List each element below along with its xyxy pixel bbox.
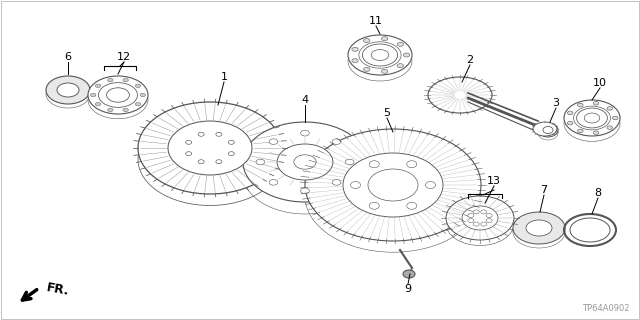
Ellipse shape (269, 180, 278, 185)
Ellipse shape (256, 159, 265, 165)
Text: 5: 5 (383, 108, 390, 118)
Ellipse shape (108, 108, 113, 112)
Ellipse shape (186, 152, 191, 156)
Ellipse shape (593, 131, 599, 134)
Ellipse shape (135, 102, 141, 106)
Ellipse shape (123, 78, 129, 82)
Ellipse shape (533, 122, 557, 136)
Ellipse shape (481, 222, 487, 226)
Ellipse shape (352, 59, 358, 63)
Ellipse shape (228, 152, 234, 156)
Text: 13: 13 (487, 176, 501, 186)
Text: 1: 1 (221, 72, 227, 82)
Ellipse shape (88, 76, 148, 114)
Ellipse shape (543, 126, 553, 133)
Ellipse shape (403, 53, 410, 57)
Ellipse shape (362, 44, 397, 66)
Ellipse shape (305, 129, 481, 241)
Ellipse shape (446, 196, 514, 240)
Ellipse shape (46, 76, 90, 104)
Ellipse shape (57, 83, 79, 97)
Ellipse shape (381, 69, 388, 73)
Ellipse shape (369, 202, 380, 209)
Ellipse shape (577, 103, 583, 107)
Text: FR.: FR. (45, 282, 70, 299)
Ellipse shape (269, 139, 278, 144)
Ellipse shape (198, 132, 204, 136)
Ellipse shape (364, 39, 370, 43)
Ellipse shape (95, 102, 100, 106)
Text: 3: 3 (552, 98, 559, 108)
Ellipse shape (468, 219, 474, 222)
Ellipse shape (564, 100, 620, 136)
Ellipse shape (352, 47, 358, 51)
Ellipse shape (168, 121, 252, 175)
Ellipse shape (348, 35, 412, 75)
Ellipse shape (351, 181, 360, 188)
Ellipse shape (428, 77, 492, 113)
Ellipse shape (138, 102, 282, 194)
Ellipse shape (368, 169, 418, 201)
Ellipse shape (123, 108, 129, 112)
Ellipse shape (301, 130, 309, 136)
Ellipse shape (228, 140, 234, 144)
Text: 7: 7 (540, 185, 548, 195)
Ellipse shape (95, 84, 100, 87)
Ellipse shape (481, 210, 487, 214)
Ellipse shape (538, 123, 558, 137)
Ellipse shape (612, 116, 618, 120)
Ellipse shape (108, 78, 113, 82)
Text: 12: 12 (117, 52, 131, 62)
Ellipse shape (397, 42, 404, 46)
Text: 8: 8 (595, 188, 602, 198)
Ellipse shape (301, 188, 309, 194)
Ellipse shape (462, 206, 498, 230)
Ellipse shape (346, 159, 354, 165)
Ellipse shape (607, 126, 612, 129)
Ellipse shape (468, 213, 474, 218)
Ellipse shape (107, 88, 129, 102)
Ellipse shape (568, 121, 573, 125)
Ellipse shape (381, 37, 388, 41)
Ellipse shape (473, 222, 479, 226)
Text: 4: 4 (301, 95, 308, 105)
Ellipse shape (486, 219, 492, 222)
Text: TP64A0902: TP64A0902 (582, 304, 630, 313)
Ellipse shape (277, 144, 333, 180)
Text: 10: 10 (593, 78, 607, 88)
Text: 9: 9 (404, 284, 412, 294)
Text: 6: 6 (65, 52, 72, 62)
Ellipse shape (364, 68, 370, 71)
Ellipse shape (577, 129, 583, 133)
Ellipse shape (216, 132, 222, 136)
Ellipse shape (407, 161, 417, 168)
Ellipse shape (577, 108, 607, 128)
Ellipse shape (90, 93, 96, 97)
Ellipse shape (426, 181, 435, 188)
Ellipse shape (526, 220, 552, 236)
Ellipse shape (332, 139, 341, 144)
Ellipse shape (186, 140, 191, 144)
Ellipse shape (369, 161, 380, 168)
Ellipse shape (397, 64, 404, 68)
Ellipse shape (140, 93, 145, 97)
Ellipse shape (135, 84, 141, 87)
Ellipse shape (243, 122, 367, 202)
Ellipse shape (593, 101, 599, 105)
Ellipse shape (343, 153, 443, 217)
Ellipse shape (407, 202, 417, 209)
Ellipse shape (486, 213, 492, 218)
Ellipse shape (568, 111, 573, 115)
Text: 11: 11 (369, 16, 383, 26)
Ellipse shape (198, 160, 204, 164)
Ellipse shape (473, 210, 479, 214)
Text: 2: 2 (467, 55, 474, 65)
Ellipse shape (403, 270, 415, 278)
Ellipse shape (216, 160, 222, 164)
Ellipse shape (332, 180, 341, 185)
Ellipse shape (607, 107, 612, 110)
Ellipse shape (513, 212, 565, 244)
